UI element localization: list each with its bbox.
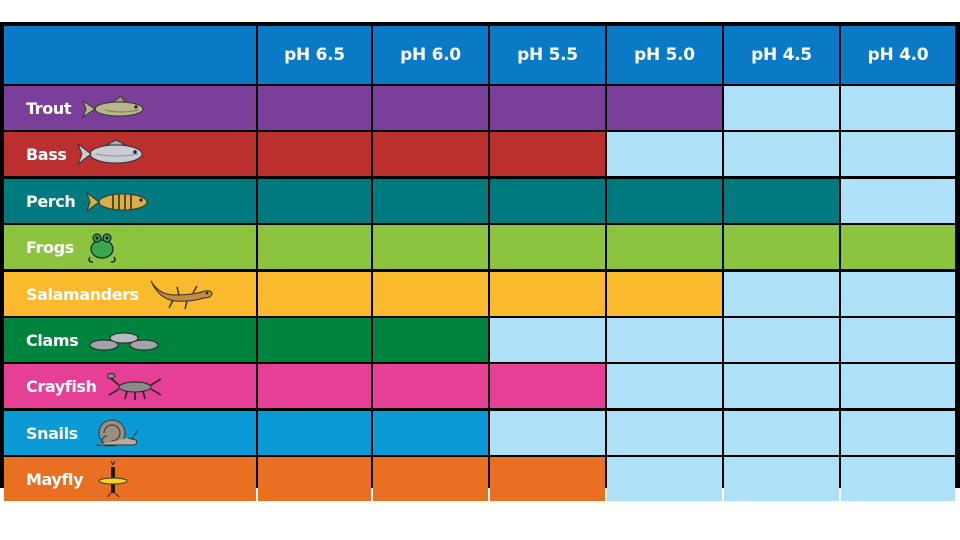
intolerant-cell [607,132,722,176]
tolerant-cell [258,272,371,316]
snail-icon [78,416,140,450]
row-name: Crayfish [26,376,97,396]
intolerant-cell [841,179,955,223]
row-label-snails: Snails [4,411,256,455]
column-header: pH 6.0 [373,26,488,84]
mayfly-icon [83,461,133,497]
column-header: pH 6.5 [258,26,371,84]
row-name: Clams [26,330,79,350]
row-name: Frogs [26,237,74,257]
intolerant-cell [841,86,955,130]
intolerant-cell [490,411,605,455]
column-header: pH 5.0 [607,26,722,84]
tolerant-cell [258,179,371,223]
intolerant-cell [607,411,722,455]
intolerant-cell [490,318,605,362]
header-corner [4,26,256,84]
intolerant-cell [841,272,955,316]
trout-icon [71,93,151,123]
row-name: Trout [26,98,72,118]
tolerant-cell [607,86,722,130]
tolerant-cell [490,86,605,130]
crayfish-icon [97,369,163,403]
tolerant-cell [258,411,371,455]
clams-icon [78,326,160,354]
intolerant-cell [724,132,839,176]
tolerant-cell [373,179,488,223]
intolerant-cell [607,318,722,362]
frog-icon [74,229,120,265]
row-label-mayfly: Mayfly [4,457,256,501]
tolerant-cell [490,132,605,176]
intolerant-cell [841,364,955,408]
tolerant-cell [373,457,488,501]
tolerant-cell [373,411,488,455]
tolerant-cell [373,318,488,362]
intolerant-cell [841,411,955,455]
tolerant-cell [258,318,371,362]
tolerant-cell [607,179,722,223]
row-label-perch: Perch [4,179,256,223]
tolerant-cell [490,364,605,408]
salamander-icon [139,277,215,311]
row-name: Perch [26,191,76,211]
intolerant-cell [607,364,722,408]
tolerant-cell [258,457,371,501]
tolerant-cell [490,272,605,316]
tolerant-cell [373,272,488,316]
bass-icon [66,139,150,169]
tolerant-cell [841,225,955,269]
tolerant-cell [724,225,839,269]
intolerant-cell [724,86,839,130]
intolerant-cell [724,411,839,455]
intolerant-cell [724,457,839,501]
intolerant-cell [841,132,955,176]
tolerant-cell [373,225,488,269]
tolerant-cell [373,86,488,130]
tolerant-cell [258,132,371,176]
column-header: pH 5.5 [490,26,605,84]
tolerant-cell [490,225,605,269]
row-label-bass: Bass [4,132,256,176]
tolerant-cell [258,225,371,269]
tolerant-cell [258,86,371,130]
row-label-trout: Trout [4,86,256,130]
intolerant-cell [607,457,722,501]
tolerant-cell [373,132,488,176]
row-name: Salamanders [26,284,139,304]
tolerant-cell [607,272,722,316]
row-label-clams: Clams [4,318,256,362]
tolerant-cell [724,179,839,223]
tolerant-cell [258,364,371,408]
row-name: Bass [26,144,67,164]
intolerant-cell [724,272,839,316]
intolerant-cell [841,457,955,501]
perch-icon [75,187,155,215]
intolerant-cell [724,364,839,408]
tolerant-cell [490,179,605,223]
intolerant-cell [724,318,839,362]
row-name: Mayfly [26,469,84,489]
tolerant-cell [490,457,605,501]
row-label-crayfish: Crayfish [4,364,256,408]
tolerant-cell [607,225,722,269]
tolerant-cell [373,364,488,408]
intolerant-cell [841,318,955,362]
row-name: Snails [26,423,78,443]
row-label-salamanders: Salamanders [4,272,256,316]
row-label-frogs: Frogs [4,225,256,269]
column-header: pH 4.0 [841,26,955,84]
column-header: pH 4.5 [724,26,839,84]
ph-tolerance-table: pH 6.5 pH 6.0 pH 5.5 pH 5.0 pH 4.5 pH 4.0 Trou… [0,22,960,501]
